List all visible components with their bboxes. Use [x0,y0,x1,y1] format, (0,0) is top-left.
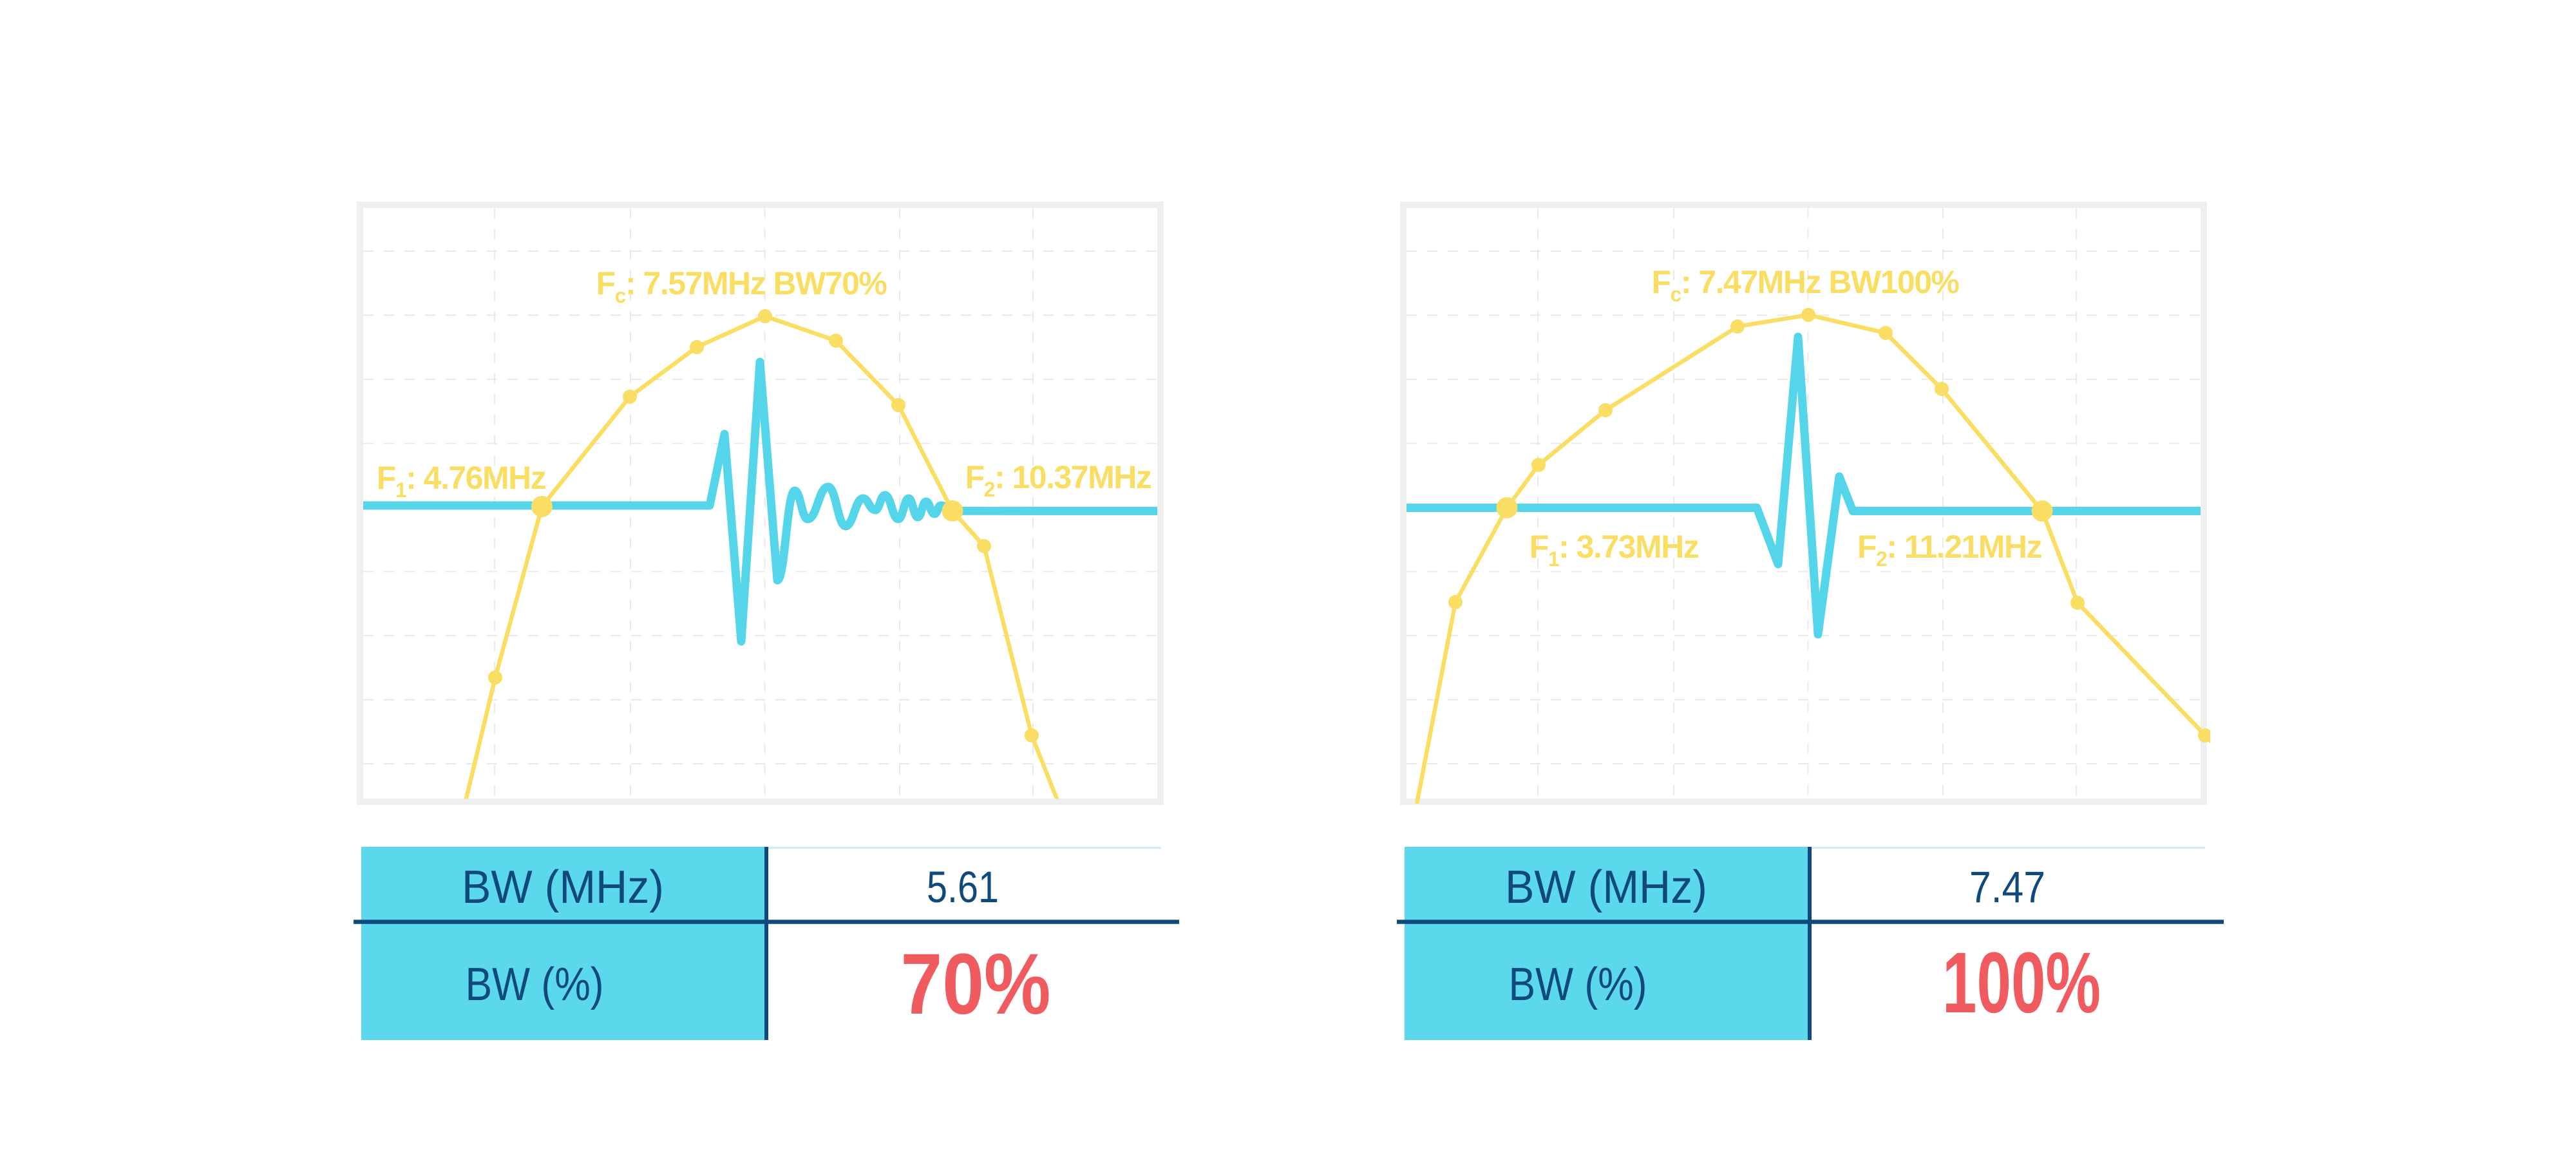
svg-text:5.61: 5.61 [927,862,999,912]
svg-text:F2: 11.21MHz: F2: 11.21MHz [1857,529,2042,571]
svg-text:Fc: 7.57MHz BW70%: Fc: 7.57MHz BW70% [596,265,887,307]
svg-text:F1: 3.73MHz: F1: 3.73MHz [1530,529,1699,571]
svg-text:BW (MHz): BW (MHz) [462,862,664,913]
svg-text:F1: 4.76MHz: F1: 4.76MHz [377,460,546,502]
svg-text:Fc: 7.47MHz BW100%: Fc: 7.47MHz BW100% [1651,264,1959,306]
svg-text:BW (MHz): BW (MHz) [1505,862,1707,913]
svg-text:70%: 70% [901,936,1051,1032]
svg-text:7.47: 7.47 [1969,862,2045,912]
svg-text:F2: 10.37MHz: F2: 10.37MHz [965,459,1151,501]
svg-text:BW (%): BW (%) [466,959,604,1010]
svg-text:BW (%): BW (%) [1509,959,1647,1010]
svg-text:100%: 100% [1942,935,2101,1031]
